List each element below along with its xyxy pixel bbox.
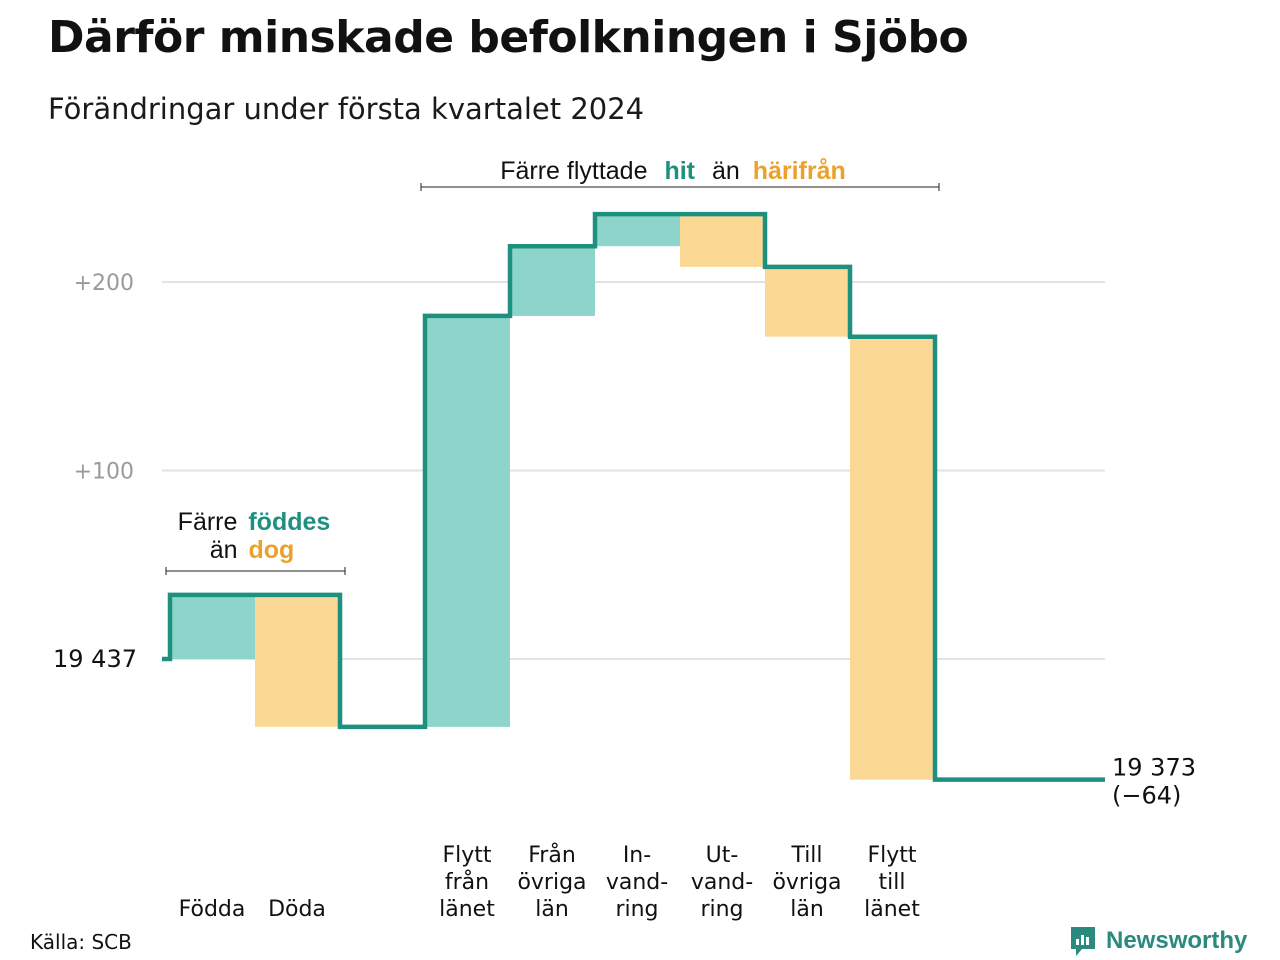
category-label-fran_ovriga_lan-0: Från <box>528 842 576 868</box>
bar-flytt_fran_lanet <box>425 315 510 727</box>
category-label-till_ovriga_lan-1: övriga <box>772 870 841 895</box>
moves-annotation: Färre flyttade hit än härifrån <box>420 157 940 191</box>
category-label-flytt_fran_lanet-1: från <box>445 869 489 895</box>
moves-annotation-farre-flyttade: Färre flyttade <box>500 157 647 185</box>
bar-doda <box>255 594 340 727</box>
births-annotation-line1: Färre föddes <box>178 508 331 536</box>
end-value-label-0: 19 373 <box>1112 754 1196 782</box>
category-label-flytt_till_lanet-1: till <box>879 870 906 895</box>
category-label-invandring-1: vand- <box>606 870 668 895</box>
births-annotation-dog: dog <box>248 536 294 564</box>
category-label-fran_ovriga_lan-2: län <box>535 897 569 922</box>
category-label-invandring-2: ring <box>615 897 658 922</box>
start-value-label: 19 437 <box>53 645 137 673</box>
moves-annotation-text: Färre flyttade hit än härifrån <box>500 157 846 185</box>
moves-annotation-hit: hit <box>664 157 695 185</box>
chart-subtitle: Förändringar under första kvartalet 2024 <box>48 92 645 126</box>
category-label-till_ovriga_lan-0: Till <box>790 843 822 868</box>
y-tick-label-100: +100 <box>74 460 134 485</box>
chart-title: Därför minskade befolkningen i Sjöbo <box>48 12 969 63</box>
category-label-flytt_till_lanet-2: länet <box>864 897 920 922</box>
bar-fran_ovriga_lan <box>510 246 595 316</box>
births-annotation: Färre föddes än dog <box>165 508 346 575</box>
category-label-fodda-0: Födda <box>179 897 246 922</box>
category-label-till_ovriga_lan-2: län <box>790 897 824 922</box>
category-label-flytt_fran_lanet-2: länet <box>439 897 495 922</box>
source-note: Källa: SCB <box>30 930 132 954</box>
bar-utvandring <box>680 214 765 267</box>
newsworthy-logo-icon <box>1071 927 1095 956</box>
births-annotation-line2: än dog <box>210 536 295 564</box>
births-annotation-foddes: föddes <box>248 508 330 536</box>
category-label-utvandring-2: ring <box>700 897 743 922</box>
bar-till_ovriga_lan <box>765 266 850 337</box>
y-tick-label-200: +200 <box>74 271 134 296</box>
category-label-invandring-0: In- <box>623 843 651 868</box>
category-label-flytt_fran_lanet-0: Flytt <box>442 843 491 868</box>
bar-fodda <box>170 594 255 659</box>
category-label-utvandring-1: vand- <box>691 870 753 895</box>
bar-invandring <box>595 214 680 247</box>
cumulative-step-line <box>162 211 1105 782</box>
moves-annotation-an: än <box>712 157 740 185</box>
bar-flytt_till_lanet <box>850 336 935 780</box>
end-value-label-1: (−64) <box>1112 782 1181 810</box>
births-annotation-farre: Färre <box>178 508 238 536</box>
moves-annotation-harifran: härifrån <box>753 157 846 185</box>
newsworthy-logo-text: Newsworthy <box>1106 927 1248 954</box>
category-label-fran_ovriga_lan-1: övriga <box>517 870 586 895</box>
births-annotation-an: än <box>210 536 238 564</box>
category-label-flytt_till_lanet-0: Flytt <box>867 843 916 868</box>
category-label-utvandring-0: Ut- <box>706 843 739 868</box>
category-label-doda-0: Döda <box>268 897 326 922</box>
newsworthy-logo: Newsworthy <box>1068 924 1247 958</box>
